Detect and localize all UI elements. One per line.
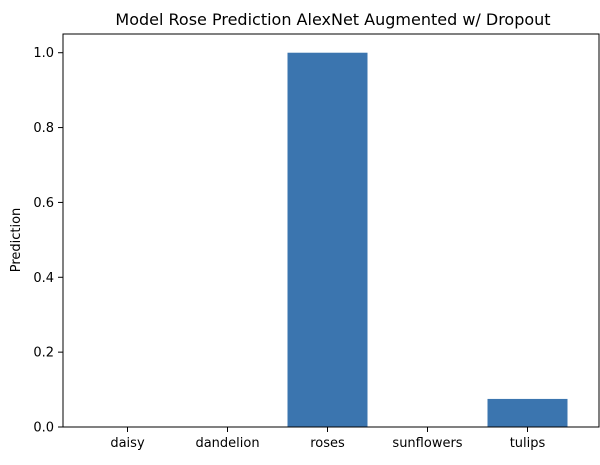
chart-title: Model Rose Prediction AlexNet Augmented … [115, 10, 550, 29]
plot-frame [62, 33, 600, 428]
bars-layer [287, 52, 568, 427]
y-tick-label: 0.0 [33, 421, 54, 436]
y-axis-ticks: 0.0 0.2 0.4 0.6 0.8 1.0 [33, 46, 63, 436]
x-tick-label: dandelion [195, 436, 259, 451]
y-tick-label: 0.4 [33, 271, 54, 286]
y-axis-label: Prediction [9, 208, 24, 273]
x-tick-label: roses [310, 436, 345, 451]
y-tick-label: 0.8 [33, 121, 54, 136]
bar-roses [287, 52, 368, 427]
y-tick-label: 0.6 [33, 196, 54, 211]
x-tick-label: sunflowers [392, 436, 462, 451]
x-tick-label: tulips [510, 436, 546, 451]
y-tick-label: 0.2 [33, 346, 54, 361]
x-axis-ticks: daisy dandelion roses sunflowers tulips [110, 427, 546, 451]
bar-tulips [487, 398, 568, 427]
y-tick-label: 1.0 [33, 46, 54, 61]
x-tick-label: daisy [110, 436, 145, 451]
